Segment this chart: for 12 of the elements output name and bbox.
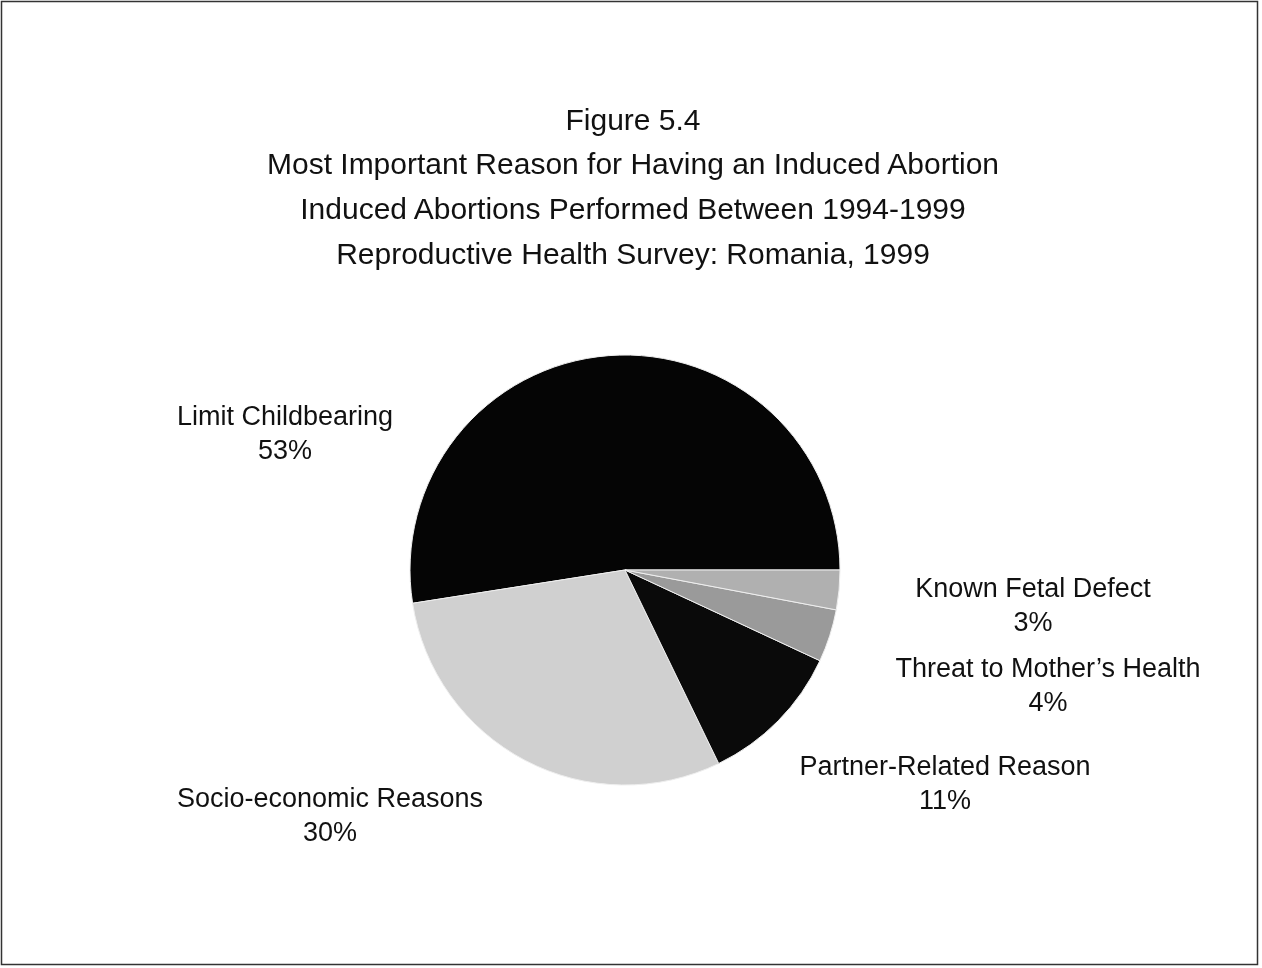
data-label: 30% — [302, 817, 358, 847]
chart-subtitle: Most Important Reason for Having an Induced Abortion Induced Abortions Performed Between 1994-1999 Reproductive Health Survey: Romania, 1999 — [266, 147, 1000, 270]
data-label: 4% — [1028, 687, 1068, 717]
slice-label: Known Fetal Defect — [915, 573, 1152, 603]
data-label: 11% — [918, 785, 972, 815]
slice-label: Limit Childbearing — [176, 401, 394, 431]
slice-label: Partner-Related Reason — [799, 751, 1091, 781]
chart-title: Figure 5.4 — [565, 103, 701, 136]
slice-label: Threat to Mother’s Health — [895, 653, 1201, 683]
data-label: 53% — [257, 435, 313, 465]
slice-label: Socio-economic Reasons — [176, 783, 484, 813]
data-label: 3% — [1013, 607, 1053, 637]
